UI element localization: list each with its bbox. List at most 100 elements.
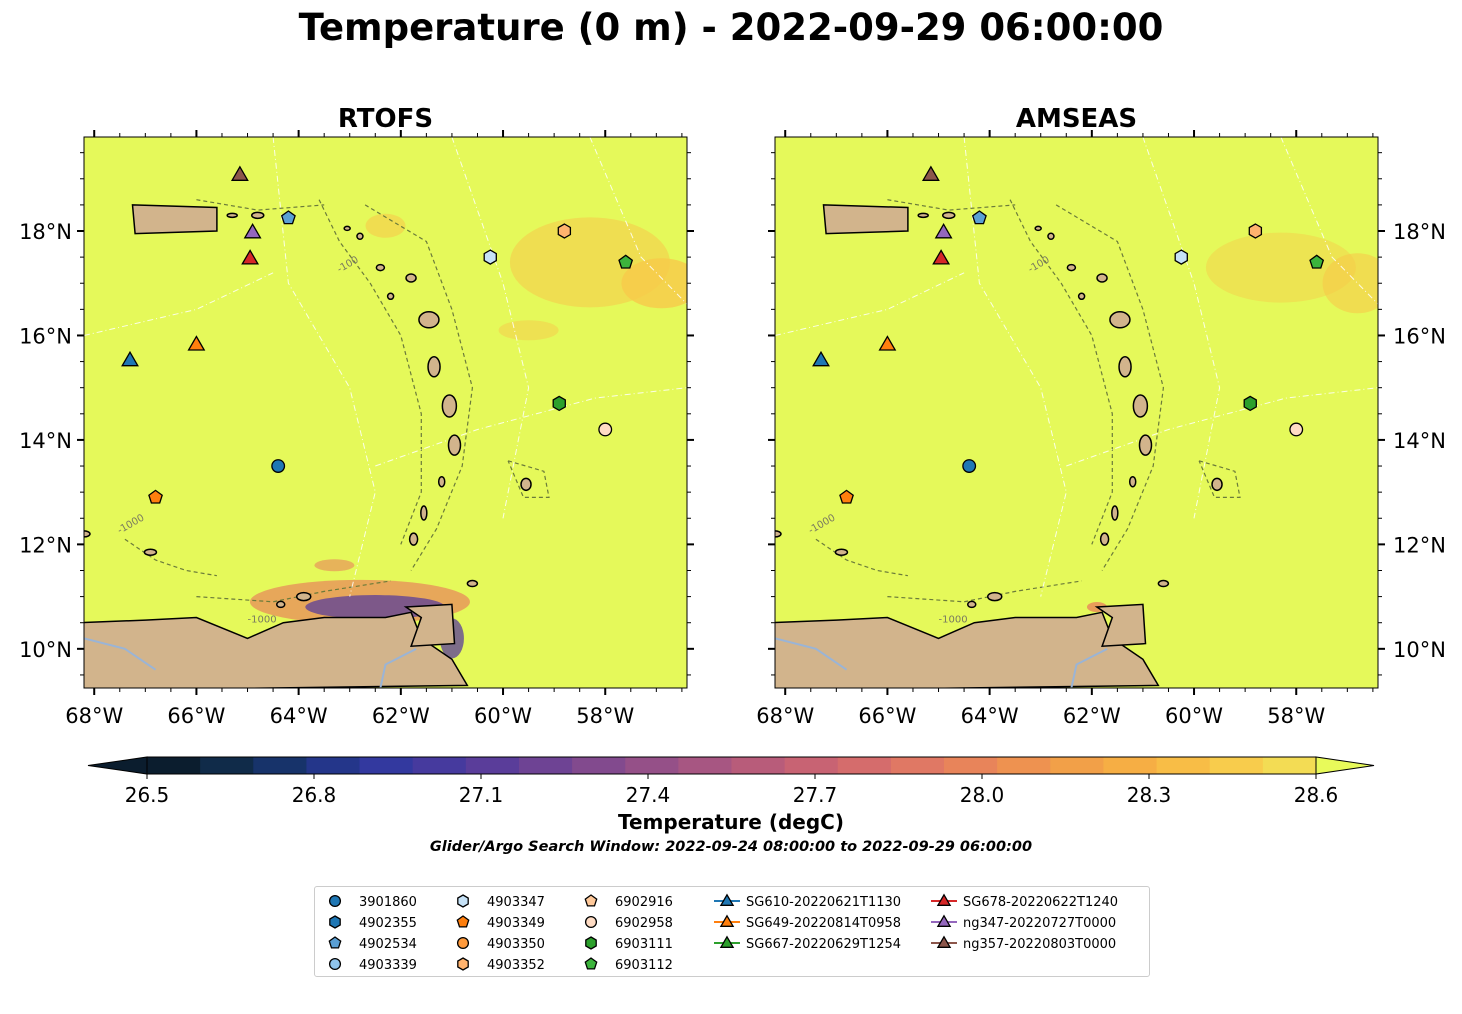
land-trinidad xyxy=(1094,603,1147,648)
x-tick-label: 68°W xyxy=(756,704,814,728)
legend-marker xyxy=(456,915,470,928)
search-window-note: Glider/Argo Search Window: 2022-09-24 08… xyxy=(429,839,1033,855)
legend-entry: ng357-20220803T0000 xyxy=(931,935,1116,952)
legend-label: ng347-20220727T0000 xyxy=(963,916,1116,931)
eez-boundary xyxy=(1142,137,1221,519)
colorbar-bin xyxy=(625,757,679,774)
legend-label: 6902958 xyxy=(615,916,673,931)
bathymetry-contour xyxy=(196,199,325,211)
marker-SG678-20220622T1240 xyxy=(932,249,951,265)
island xyxy=(966,600,977,609)
island xyxy=(1157,579,1170,588)
marker-SG610-20220621T1130 xyxy=(121,350,139,367)
island xyxy=(1047,232,1055,240)
marker-SG678-20220622T1240 xyxy=(241,249,260,265)
legend-entry: SG667-20220629T1254 xyxy=(714,935,901,952)
marker-6903111 xyxy=(1243,395,1257,412)
legend-entry: 4903350 xyxy=(456,936,545,952)
legend-entry: SG678-20220622T1240 xyxy=(931,893,1118,910)
y-tick-label: 18°N xyxy=(19,220,72,244)
x-tick-label: 60°W xyxy=(474,704,532,728)
colorbar-bin xyxy=(1262,757,1317,774)
legend-marker xyxy=(584,957,598,970)
colorbar-bin xyxy=(944,757,998,774)
colorbar-bin xyxy=(200,757,254,774)
island xyxy=(447,434,462,456)
marker-4902534 xyxy=(971,210,987,225)
warm-anomaly xyxy=(1205,232,1356,303)
island xyxy=(1034,225,1042,232)
bathymetry-contour xyxy=(124,538,218,577)
legend-marker xyxy=(329,915,341,929)
colorbar-bin xyxy=(306,757,361,774)
colorbar-bin xyxy=(837,757,892,774)
island xyxy=(1096,273,1108,283)
marker-6903111 xyxy=(552,395,566,412)
island xyxy=(441,394,458,418)
colorbar-bin xyxy=(518,757,573,774)
island xyxy=(356,232,364,240)
island xyxy=(1066,263,1077,272)
colorbar-bin xyxy=(412,757,467,774)
colorbar-tick-label: 26.5 xyxy=(125,783,170,807)
island xyxy=(1109,311,1131,329)
legend-svg: 3901860 4902355 4902534 4903339 4903347 49033… xyxy=(328,893,1118,973)
figure-title: Temperature (0 m) - 2022-09-29 06:00:00 xyxy=(298,6,1164,49)
colorbar-extend-low xyxy=(87,756,148,775)
legend-entry: 6903112 xyxy=(584,957,673,973)
legend-label: SG678-20220622T1240 xyxy=(963,895,1118,910)
legend-marker xyxy=(328,894,342,908)
y-tick-label: 16°N xyxy=(19,324,72,348)
eez-boundary xyxy=(1280,137,1378,305)
island xyxy=(834,548,849,556)
river xyxy=(379,647,417,688)
legend-label: 6902916 xyxy=(615,895,673,910)
island xyxy=(275,600,286,609)
island xyxy=(986,591,1003,602)
colorbar-bin xyxy=(731,757,786,774)
legend-marker xyxy=(456,936,470,950)
legend-entry: 4903349 xyxy=(456,915,545,931)
warm-anomaly xyxy=(1322,253,1378,314)
island xyxy=(84,530,91,538)
panel-title: AMSEAS xyxy=(1016,104,1137,134)
map-frame xyxy=(83,136,688,689)
bathymetry-contour xyxy=(1198,460,1241,498)
marker-4903352 xyxy=(1248,223,1263,239)
x-tick-label: 66°W xyxy=(167,704,225,728)
legend-marker xyxy=(328,936,342,949)
colorbar-tick-label: 27.4 xyxy=(626,783,671,807)
warm-anomaly xyxy=(365,213,406,238)
legend-entry: SG610-20220621T1130 xyxy=(714,893,901,910)
island xyxy=(437,475,446,488)
colorbar-bin xyxy=(253,757,307,774)
legend-entry: 4903347 xyxy=(457,894,545,910)
marker-ng347-20220727T0000 xyxy=(243,223,262,239)
marker-6902958 xyxy=(1289,422,1304,437)
island xyxy=(250,211,265,220)
river xyxy=(775,637,848,671)
legend-entry: 4903352 xyxy=(457,957,545,973)
legend-marker xyxy=(719,893,735,906)
island xyxy=(295,591,312,602)
legend-label: SG667-20220629T1254 xyxy=(746,937,901,952)
y-tick-label: 18°N xyxy=(1393,220,1446,244)
y-tick-label: 12°N xyxy=(19,533,72,557)
island xyxy=(343,225,351,232)
legend-entry: 6902958 xyxy=(584,915,673,931)
map-content: -1000-100-1000 xyxy=(775,137,1378,688)
island xyxy=(941,211,956,220)
legend-entry: 3901860 xyxy=(328,894,417,910)
island xyxy=(1077,292,1086,301)
land-south-america xyxy=(775,611,1160,688)
bathymetry-contour xyxy=(887,580,1082,603)
map-content: -1000-100-1000 xyxy=(84,137,687,688)
legend-label: ng357-20220803T0000 xyxy=(963,937,1116,952)
colorbar-tick-label: 28.0 xyxy=(960,783,1005,807)
legend-entry: 6902916 xyxy=(584,894,673,910)
legend-entry: 4902355 xyxy=(329,915,417,931)
legend-marker xyxy=(584,894,598,907)
legend-marker xyxy=(585,936,597,950)
